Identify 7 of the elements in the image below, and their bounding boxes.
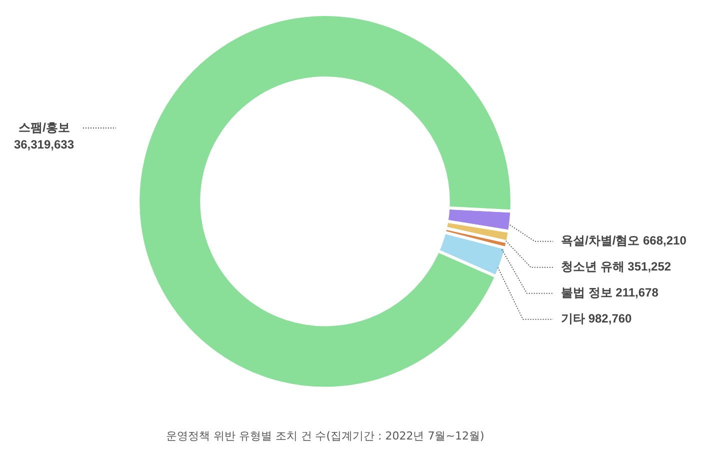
slice-label: 기타 982,760: [561, 312, 632, 326]
data-label: 36,319,633: [14, 137, 74, 152]
slice-label: 스팸/홍보: [18, 120, 70, 134]
text: 운영정책 위반 유형별 조치 건 수(집계기간 : 2022년 7월~12월): [166, 429, 484, 442]
slice-label: 욕설/차별/혐오 668,210: [561, 234, 687, 248]
slice-label: 불법 정보 211,678: [561, 286, 659, 300]
slice-label: 청소년 유해 351,252: [561, 260, 672, 274]
